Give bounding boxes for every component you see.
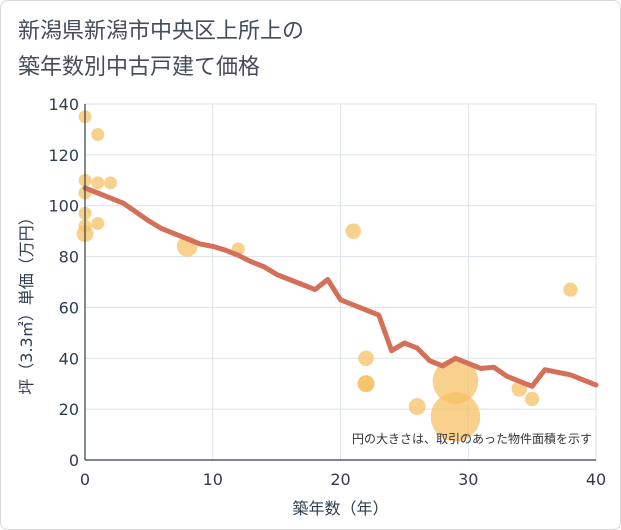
tick-labels: 0 20 40 60 80 100 120 140 0 10 20 30 40: [48, 95, 606, 489]
data-point: [104, 176, 118, 190]
grid: [84, 103, 597, 461]
y-axis-label: 坪（3.3㎡）単価（万円）: [17, 209, 36, 394]
data-point: [91, 176, 105, 190]
x-axis-label: 築年数（年）: [292, 499, 388, 518]
data-point: [91, 128, 105, 142]
y-tick-label: 20: [59, 400, 79, 419]
x-tick-label: 20: [330, 470, 350, 489]
data-point: [430, 392, 481, 442]
y-tick-label: 140: [48, 95, 79, 114]
y-tick-label: 80: [59, 248, 79, 267]
trend-line-group: [82, 185, 599, 389]
y-tick-label: 0: [69, 451, 79, 470]
y-tick-label: 40: [59, 349, 79, 368]
chart-title: 新潟県新潟市中央区上所上の 築年数別中古戸建て価格: [18, 14, 608, 86]
data-point: [524, 391, 540, 407]
y-tick-label: 60: [59, 298, 79, 317]
x-tick-label: 10: [203, 470, 223, 489]
y-tick-label: 100: [48, 197, 79, 216]
axes: [84, 104, 596, 461]
data-point: [563, 282, 578, 297]
data-point: [408, 398, 426, 416]
chart-title-line2: 築年数別中古戸建て価格: [18, 55, 261, 80]
scatter-points: [76, 110, 578, 442]
trend-line: [82, 185, 599, 389]
data-point: [345, 223, 362, 239]
data-point: [357, 375, 375, 393]
data-point: [432, 358, 479, 404]
data-point: [91, 217, 105, 231]
data-point: [358, 350, 374, 367]
x-tick-label: 0: [80, 470, 90, 489]
chart-title-line1: 新潟県新潟市中央区上所上の: [18, 19, 305, 44]
x-tick-label: 40: [586, 470, 606, 489]
x-tick-label: 30: [458, 470, 478, 489]
y-tick-label: 120: [48, 146, 79, 165]
size-note: 円の大きさは、取引のあった物件面積を示す: [352, 431, 592, 446]
